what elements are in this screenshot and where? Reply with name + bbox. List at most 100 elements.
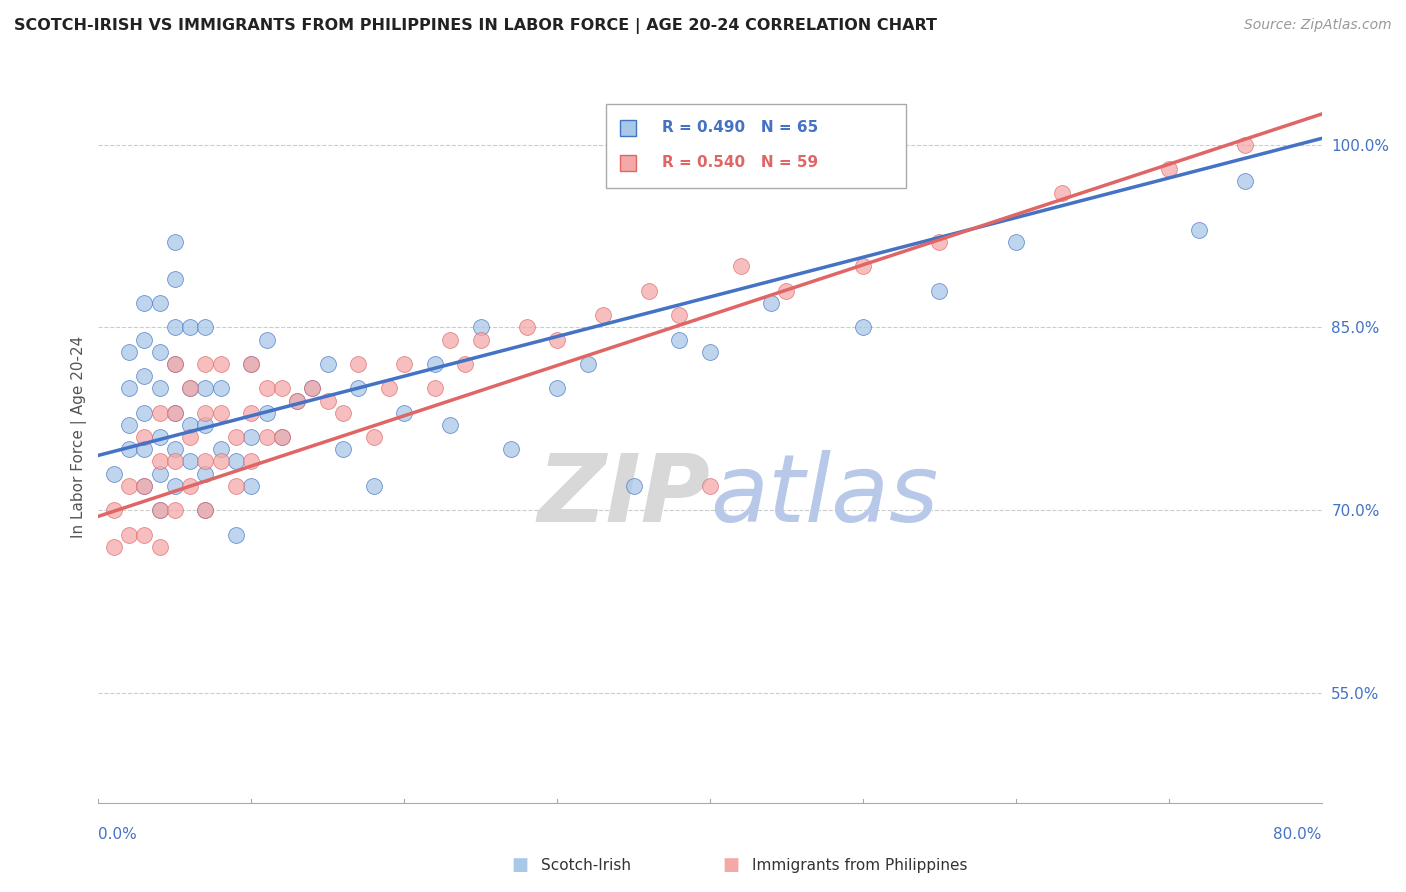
Point bbox=[470, 320, 492, 334]
Point bbox=[730, 260, 752, 274]
Text: ■: ■ bbox=[723, 856, 740, 874]
Point bbox=[225, 479, 247, 493]
Point bbox=[149, 467, 172, 481]
Point bbox=[163, 406, 186, 420]
Point bbox=[316, 393, 339, 408]
Text: ZIP: ZIP bbox=[537, 450, 710, 541]
Point bbox=[194, 454, 217, 468]
Point bbox=[270, 430, 292, 444]
Text: 0.0%: 0.0% bbox=[98, 827, 138, 841]
Point bbox=[134, 406, 156, 420]
Point bbox=[378, 381, 401, 395]
Point bbox=[225, 454, 247, 468]
Point bbox=[118, 344, 141, 359]
Text: SCOTCH-IRISH VS IMMIGRANTS FROM PHILIPPINES IN LABOR FORCE | AGE 20-24 CORRELATI: SCOTCH-IRISH VS IMMIGRANTS FROM PHILIPPI… bbox=[14, 18, 936, 34]
Point bbox=[149, 406, 172, 420]
Point bbox=[668, 308, 690, 322]
Text: Scotch-Irish: Scotch-Irish bbox=[541, 858, 631, 872]
Point bbox=[194, 503, 217, 517]
Point bbox=[103, 503, 125, 517]
Point bbox=[852, 320, 875, 334]
Text: atlas: atlas bbox=[710, 450, 938, 541]
Point bbox=[516, 320, 538, 334]
Text: 80.0%: 80.0% bbox=[1274, 827, 1322, 841]
Point bbox=[576, 357, 599, 371]
Point bbox=[179, 430, 201, 444]
Point bbox=[194, 320, 217, 334]
Point bbox=[347, 381, 370, 395]
Text: Immigrants from Philippines: Immigrants from Philippines bbox=[752, 858, 967, 872]
Point bbox=[240, 357, 263, 371]
Point bbox=[699, 344, 721, 359]
Point bbox=[423, 357, 446, 371]
Point bbox=[256, 430, 278, 444]
Point bbox=[454, 357, 477, 371]
Point bbox=[332, 442, 354, 457]
Point bbox=[240, 430, 263, 444]
Point bbox=[501, 442, 523, 457]
Point bbox=[392, 406, 416, 420]
Point bbox=[163, 406, 186, 420]
Point bbox=[1004, 235, 1026, 249]
Text: R = 0.490   N = 65: R = 0.490 N = 65 bbox=[662, 120, 818, 136]
Point bbox=[270, 430, 292, 444]
Point bbox=[179, 381, 201, 395]
Point bbox=[134, 527, 156, 541]
Point bbox=[179, 320, 201, 334]
Y-axis label: In Labor Force | Age 20-24: In Labor Force | Age 20-24 bbox=[72, 336, 87, 538]
Point bbox=[194, 503, 217, 517]
Point bbox=[163, 503, 186, 517]
Point bbox=[118, 417, 141, 432]
Point bbox=[149, 381, 172, 395]
Point bbox=[1157, 161, 1180, 176]
Point bbox=[118, 442, 141, 457]
Text: R = 0.540   N = 59: R = 0.540 N = 59 bbox=[662, 155, 818, 170]
Point bbox=[194, 357, 217, 371]
Point bbox=[347, 357, 370, 371]
Point bbox=[439, 417, 461, 432]
Point bbox=[163, 235, 186, 249]
FancyBboxPatch shape bbox=[606, 104, 905, 188]
Point bbox=[592, 308, 614, 322]
Text: ■: ■ bbox=[512, 856, 529, 874]
Point bbox=[225, 430, 247, 444]
Point bbox=[149, 540, 172, 554]
Point bbox=[134, 442, 156, 457]
Point bbox=[179, 479, 201, 493]
Point bbox=[637, 284, 661, 298]
Point bbox=[301, 381, 323, 395]
Point bbox=[163, 454, 186, 468]
Point bbox=[134, 333, 156, 347]
Point bbox=[163, 357, 186, 371]
Point bbox=[301, 381, 323, 395]
Point bbox=[1050, 186, 1073, 201]
Point bbox=[1234, 137, 1257, 152]
Point bbox=[118, 381, 141, 395]
Point bbox=[546, 333, 568, 347]
Point bbox=[103, 540, 125, 554]
Point bbox=[240, 357, 263, 371]
Point bbox=[103, 467, 125, 481]
Point bbox=[256, 333, 278, 347]
Point bbox=[285, 393, 308, 408]
Point bbox=[285, 393, 308, 408]
Point bbox=[928, 284, 950, 298]
Point bbox=[470, 333, 492, 347]
Point bbox=[928, 235, 950, 249]
Point bbox=[363, 479, 385, 493]
Point bbox=[134, 430, 156, 444]
Point bbox=[423, 381, 446, 395]
Point bbox=[439, 333, 461, 347]
Point bbox=[332, 406, 354, 420]
Point bbox=[546, 381, 568, 395]
Point bbox=[1188, 223, 1211, 237]
Point bbox=[149, 296, 172, 310]
Point bbox=[149, 503, 172, 517]
Point bbox=[134, 479, 156, 493]
Text: Source: ZipAtlas.com: Source: ZipAtlas.com bbox=[1244, 18, 1392, 32]
Point bbox=[240, 479, 263, 493]
Point bbox=[194, 381, 217, 395]
Point bbox=[179, 381, 201, 395]
Point bbox=[163, 271, 186, 285]
Point bbox=[209, 442, 232, 457]
